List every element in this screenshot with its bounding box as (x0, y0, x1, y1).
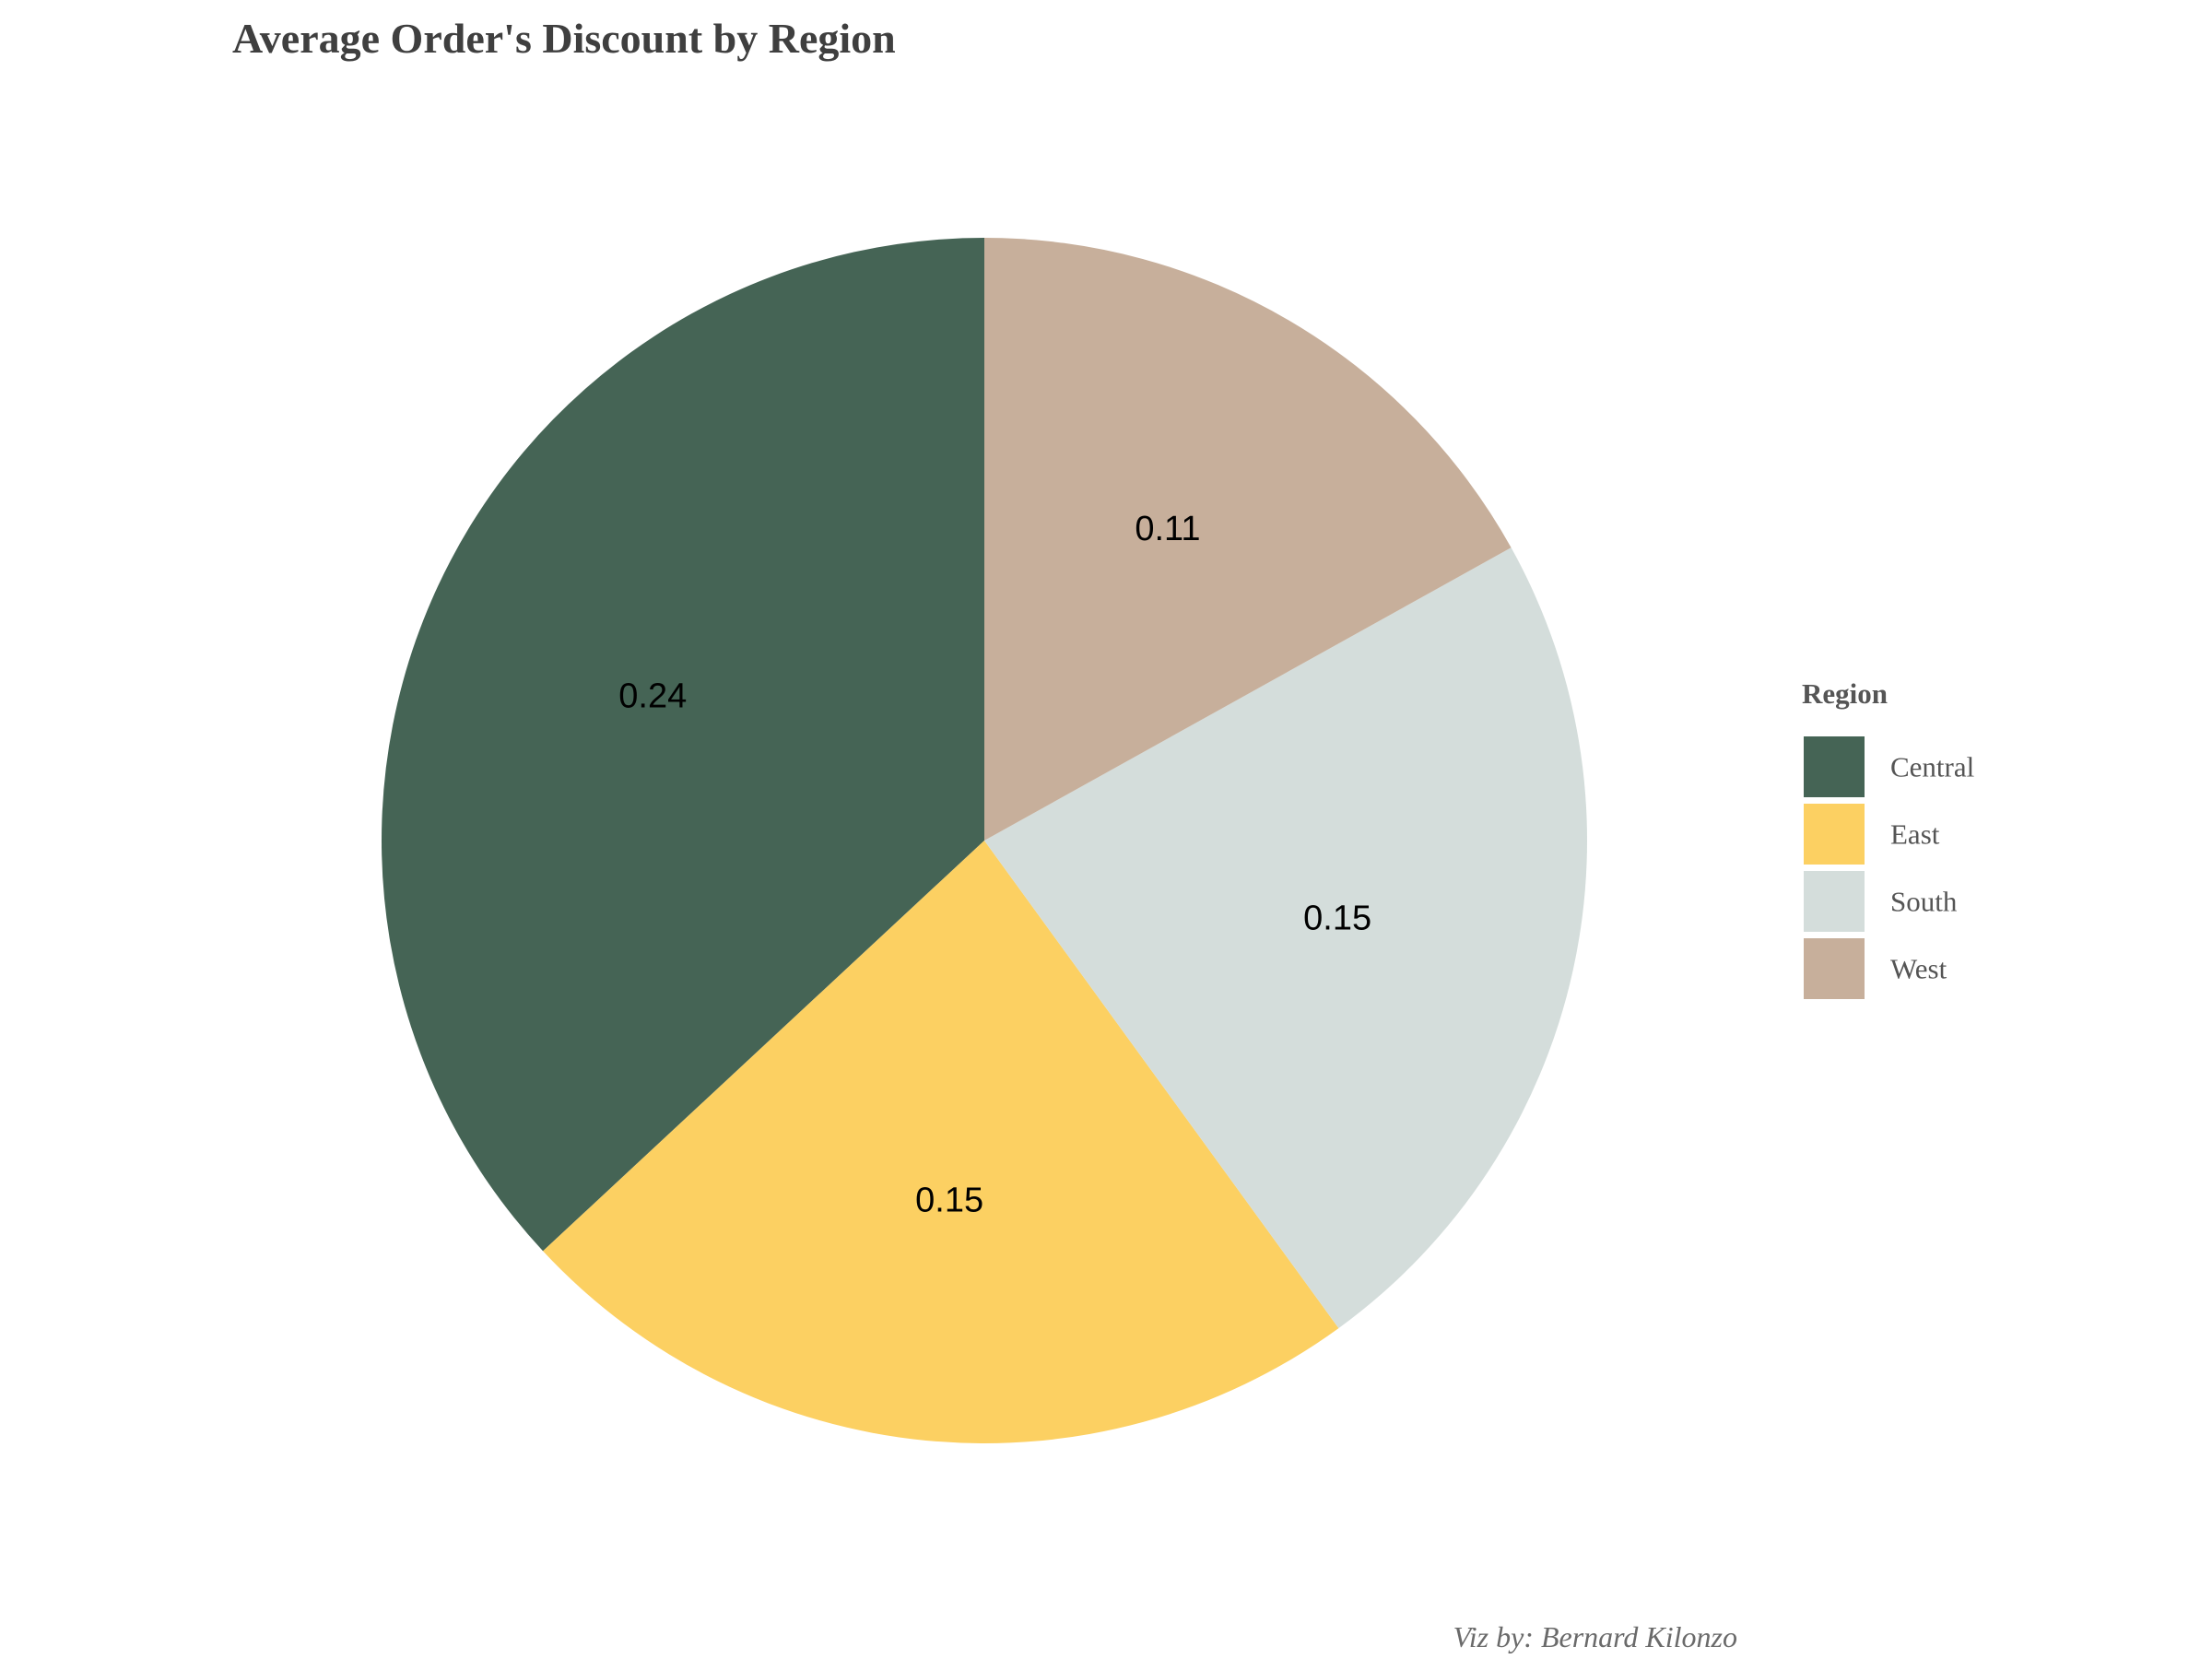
pie-value-labels: 0.24 0.15 0.15 0.11 (618, 510, 1371, 1220)
slice-label-west: 0.11 (1135, 510, 1200, 548)
slice-label-south: 0.15 (1303, 900, 1371, 938)
legend-swatch-east (1804, 804, 1865, 865)
legend-label-central: Central (1890, 751, 1974, 783)
pie-slice-central (382, 238, 985, 1252)
pie-slices (382, 238, 1588, 1444)
legend-label-west: West (1890, 953, 1947, 985)
legend-items: Central East South West (1804, 736, 1974, 999)
slice-label-east: 0.15 (915, 1182, 983, 1220)
legend-swatch-south (1804, 871, 1865, 932)
chart-title: Average Order's Discount by Region (232, 15, 896, 62)
legend-title: Region (1802, 677, 1888, 710)
pie-slice-west (984, 238, 1512, 841)
legend-label-east: East (1890, 818, 1940, 851)
chart-caption: Viz by: Bernard Kilonzo (1453, 1620, 1737, 1653)
pie-slice-south (984, 547, 1588, 1329)
slice-label-central: 0.24 (618, 677, 687, 715)
legend-label-south: South (1890, 886, 1958, 918)
legend-swatch-central (1804, 736, 1865, 797)
legend: Region Central East South West (1802, 677, 1974, 999)
pie-slice-east (543, 841, 1339, 1444)
legend-swatch-west (1804, 938, 1865, 999)
